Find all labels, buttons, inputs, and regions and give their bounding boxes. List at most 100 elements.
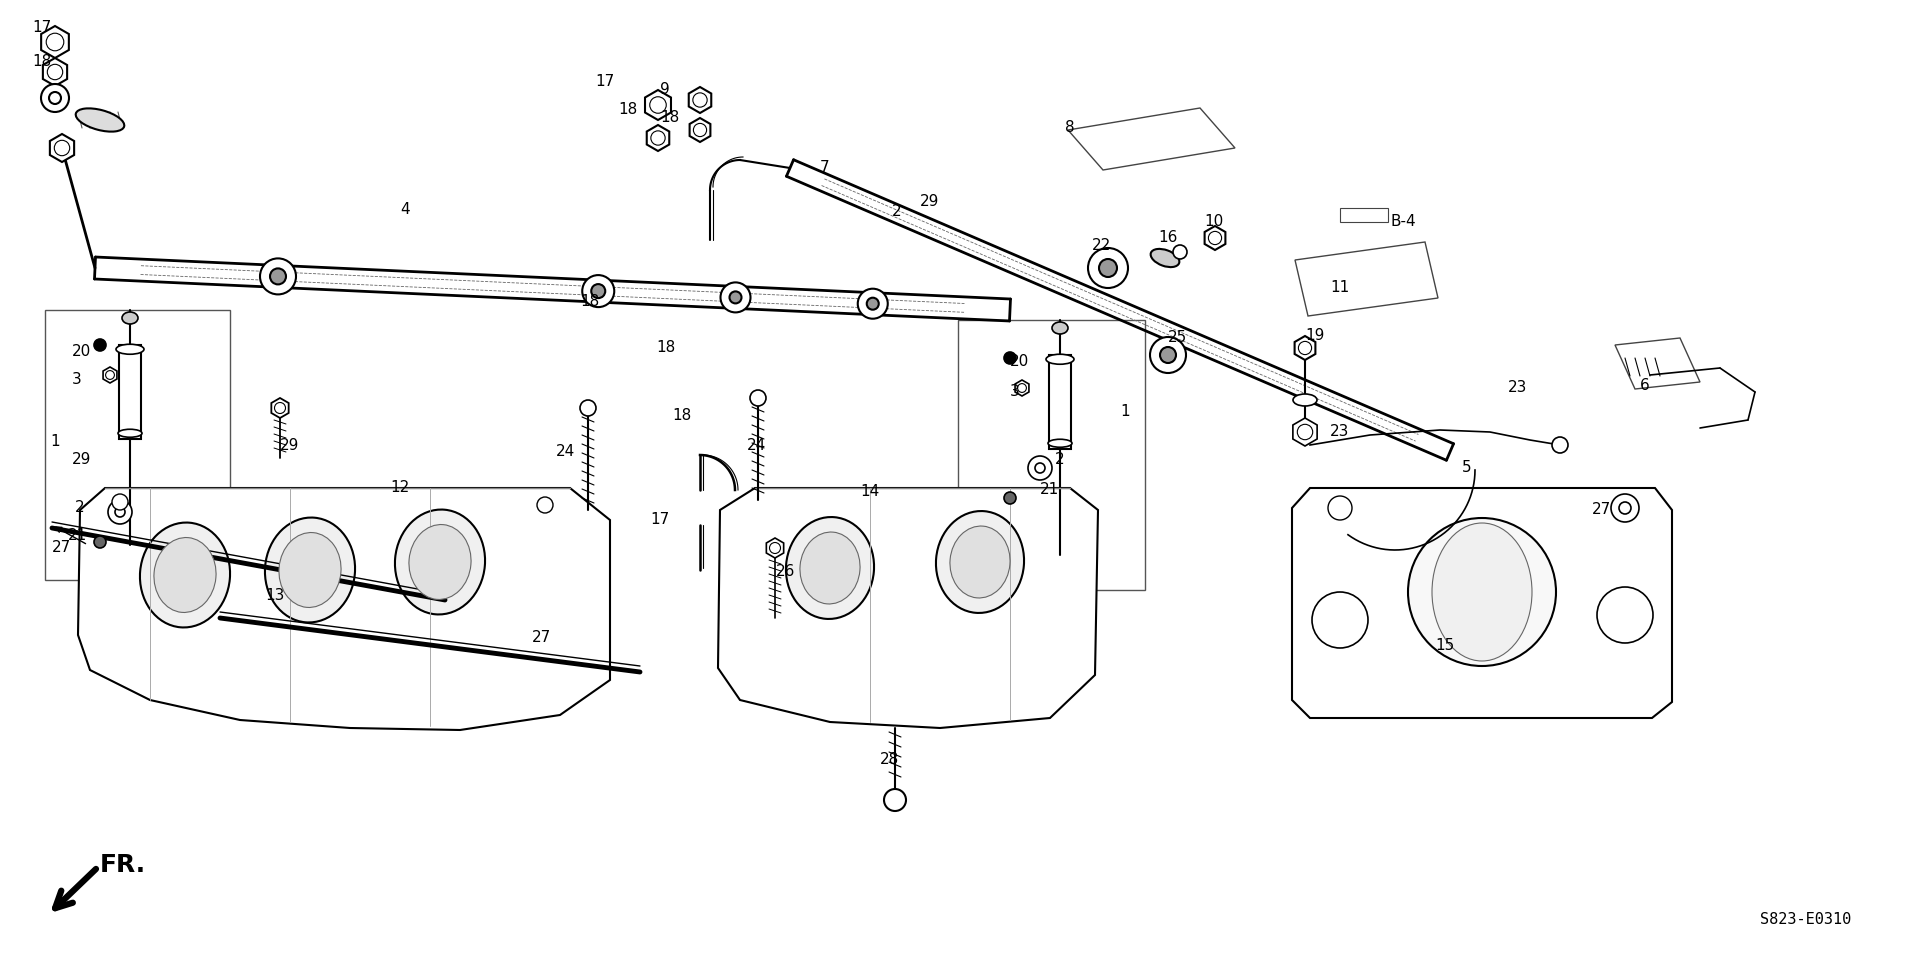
Circle shape [1004,352,1016,364]
Text: 18: 18 [657,340,676,356]
Text: 18: 18 [580,294,599,310]
Polygon shape [689,87,710,113]
Text: 18: 18 [33,55,52,69]
Polygon shape [1068,108,1235,170]
Text: B-4: B-4 [1390,215,1415,229]
Polygon shape [1292,488,1672,718]
Polygon shape [645,90,670,120]
Text: 18: 18 [672,408,691,423]
Ellipse shape [115,344,144,354]
Circle shape [106,370,115,380]
Ellipse shape [1432,523,1532,661]
Text: S823-E0310: S823-E0310 [1761,913,1851,927]
Polygon shape [689,118,710,142]
Ellipse shape [883,789,906,811]
Text: 14: 14 [860,484,879,500]
Circle shape [580,400,595,416]
Circle shape [1613,496,1638,520]
Text: 2: 2 [1054,453,1064,467]
Circle shape [1160,347,1175,363]
Polygon shape [271,398,288,418]
Circle shape [54,140,69,155]
Text: 29: 29 [280,437,300,453]
Circle shape [1298,424,1313,439]
Text: 4: 4 [399,202,409,218]
Text: 10: 10 [1204,215,1223,229]
Circle shape [1098,259,1117,277]
Bar [958,320,1144,590]
Text: 20: 20 [1010,355,1029,369]
Circle shape [111,494,129,510]
Polygon shape [718,488,1098,728]
Circle shape [1597,587,1653,643]
Circle shape [48,64,63,80]
Circle shape [858,289,887,318]
Circle shape [1035,463,1044,473]
Ellipse shape [1052,322,1068,334]
Polygon shape [79,488,611,730]
Circle shape [1004,492,1016,504]
Ellipse shape [75,108,125,131]
Text: 12: 12 [390,480,409,496]
Ellipse shape [278,532,342,607]
Text: 7: 7 [820,160,829,175]
Text: 2: 2 [893,204,902,220]
Bar [1048,355,1071,449]
Text: 3: 3 [73,372,83,387]
Text: 23: 23 [1331,425,1350,439]
Polygon shape [40,26,69,58]
Circle shape [770,543,781,553]
Text: 6: 6 [1640,378,1649,392]
Circle shape [1551,437,1569,453]
Ellipse shape [1046,354,1073,364]
Ellipse shape [935,511,1023,613]
Text: 24: 24 [747,437,766,453]
Circle shape [115,507,125,517]
Circle shape [538,497,553,513]
Bar [44,310,230,580]
Text: 11: 11 [1331,280,1350,295]
Polygon shape [1615,338,1699,389]
Text: 29: 29 [920,195,939,209]
Ellipse shape [123,312,138,324]
Circle shape [94,339,106,351]
Ellipse shape [1407,518,1555,666]
Circle shape [1150,337,1187,373]
Ellipse shape [785,517,874,619]
Text: 27: 27 [1592,503,1611,518]
Circle shape [46,34,63,51]
Text: 17: 17 [33,20,52,35]
Bar [1340,208,1388,222]
Text: 5: 5 [1461,460,1471,476]
Ellipse shape [396,509,486,615]
Circle shape [1089,248,1129,288]
Ellipse shape [1048,439,1071,447]
Circle shape [1329,496,1352,520]
Text: FR.: FR. [100,853,146,877]
Circle shape [1619,502,1630,514]
Circle shape [259,258,296,294]
Circle shape [108,500,132,524]
Circle shape [40,84,69,112]
Text: 24: 24 [557,445,576,459]
Text: 28: 28 [879,753,899,767]
Polygon shape [1292,418,1317,446]
Ellipse shape [1150,249,1179,268]
Text: 3: 3 [1010,385,1020,400]
Polygon shape [766,538,783,558]
Text: 25: 25 [1167,331,1187,345]
Text: 2: 2 [75,501,84,516]
Polygon shape [1016,380,1029,396]
Circle shape [720,282,751,313]
Text: 17: 17 [595,75,614,89]
Circle shape [271,269,286,285]
Circle shape [1611,494,1640,522]
Circle shape [1018,384,1027,392]
Polygon shape [1294,336,1315,360]
Circle shape [651,130,664,145]
Text: 1: 1 [50,434,60,450]
Polygon shape [50,134,75,162]
Circle shape [1027,456,1052,480]
Ellipse shape [409,525,470,599]
Text: 27: 27 [532,630,551,645]
